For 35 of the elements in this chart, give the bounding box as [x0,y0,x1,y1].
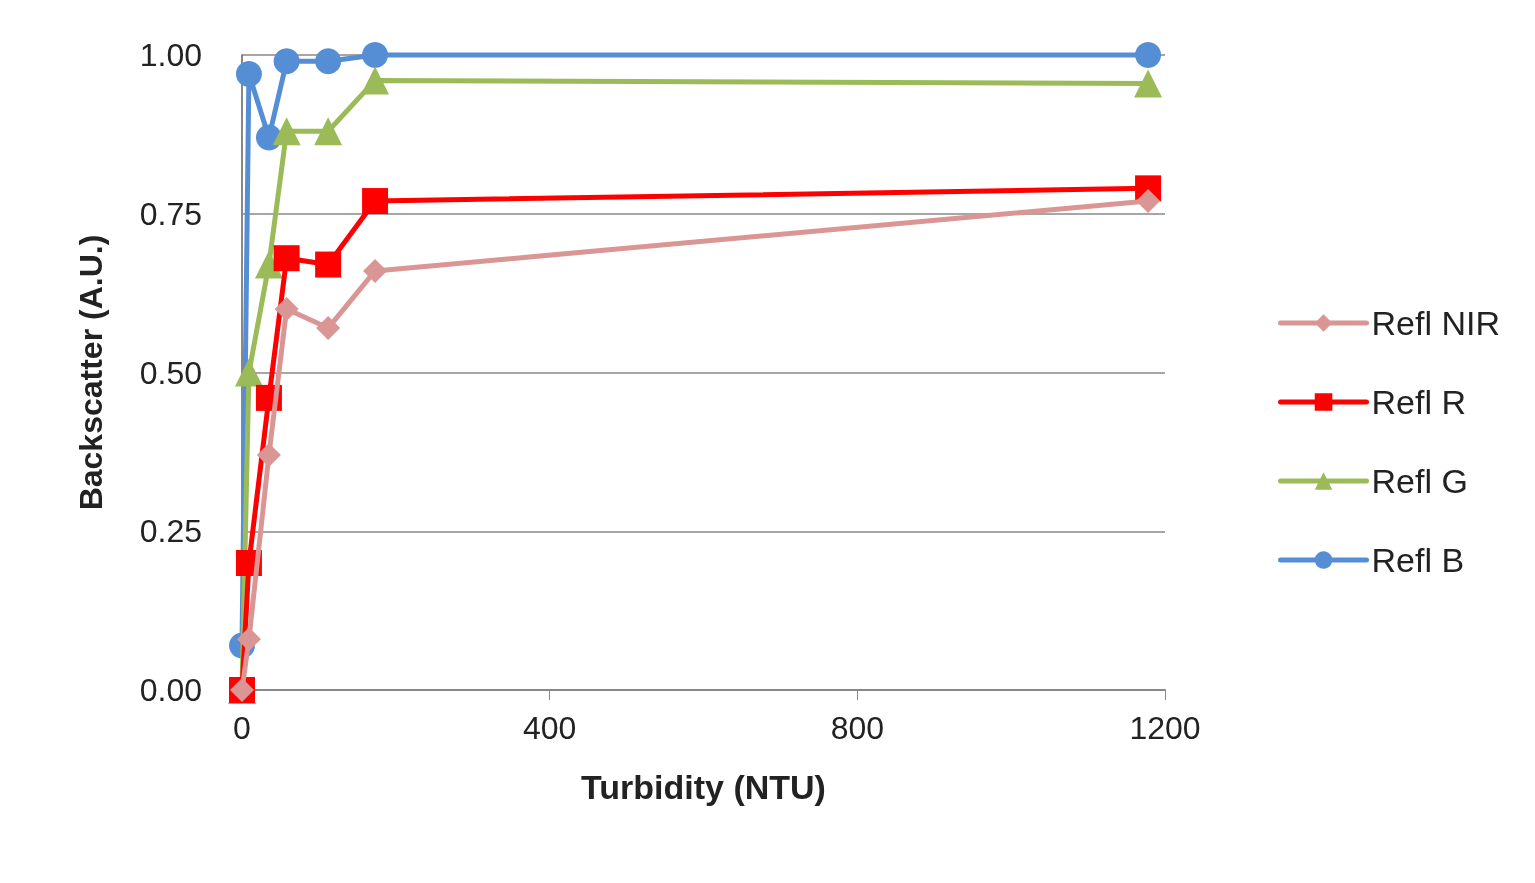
x-tick-label: 1200 [1129,710,1201,746]
y-tick-label: 0.00 [139,672,202,708]
point [1134,69,1163,98]
x-tick-label: 800 [830,710,885,746]
legend-label: Refl G [1371,462,1468,500]
point [315,251,342,278]
x-tick-label: 0 [233,710,251,746]
point [362,188,389,215]
y-tick-label: 1.00 [139,37,202,73]
point [234,358,263,387]
point [254,250,283,279]
point [315,48,342,75]
point [314,117,343,146]
legend-label: Refl NIR [1371,304,1501,342]
point [274,297,299,321]
point [363,258,388,283]
x-tick-label: 400 [522,710,577,746]
y-tick-label: 0.25 [139,513,202,550]
point [273,48,300,75]
point [316,316,341,341]
legend-label: Refl R [1371,383,1467,421]
point [272,117,301,146]
point [362,42,389,68]
point [256,443,281,468]
legend-label: Refl B [1371,541,1465,579]
x-axis-title: Turbidity (NTU) [581,768,826,806]
point [236,627,261,652]
point [1135,42,1162,68]
point [235,61,262,88]
point [361,66,390,95]
y-tick-label: 0.50 [139,354,202,391]
y-tick-label: 0.75 [139,195,202,232]
point [273,245,300,272]
y-axis-title: Backscatter (A.U.) [73,234,109,511]
point [1136,189,1161,214]
